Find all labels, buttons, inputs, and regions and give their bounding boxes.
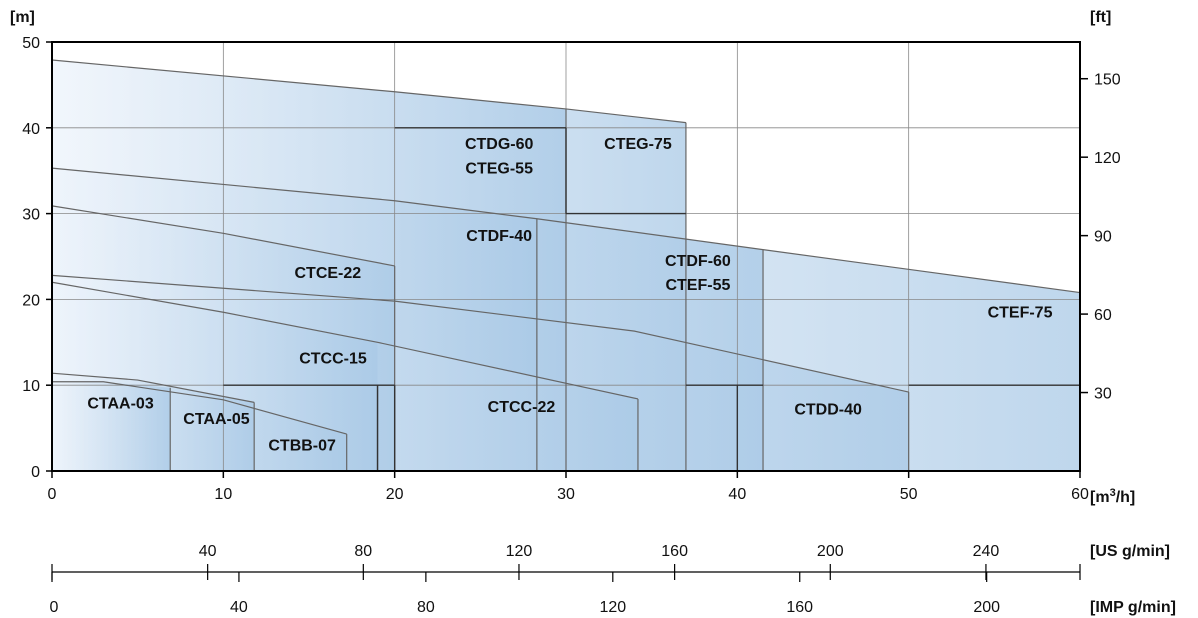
x-us-unit-label: [US g/min] — [1090, 543, 1170, 560]
us-gpm-tick-label: 120 — [506, 543, 533, 560]
x-tick-label: 20 — [386, 486, 404, 503]
y-left-tick-label: 40 — [22, 121, 40, 138]
y-right-tick-label: 120 — [1094, 150, 1121, 167]
chart-regions — [52, 60, 1080, 472]
x-imp-unit-label: [IMP g/min] — [1090, 599, 1176, 616]
us-gpm-tick-label: 40 — [199, 543, 217, 560]
y-right-tick-label: 60 — [1094, 307, 1112, 324]
region-label-ctbb-07: CTBB-07 — [268, 437, 336, 454]
us-gpm-tick-label: 240 — [973, 543, 1000, 560]
region-label-ctce-22: CTCE-22 — [295, 265, 362, 282]
region-label-ctaa-05: CTAA-05 — [183, 411, 249, 428]
region-label-cteg-75: CTEG-75 — [604, 136, 672, 153]
y-right-tick-label: 30 — [1094, 386, 1112, 403]
region-label-ctcc-15: CTCC-15 — [299, 351, 367, 368]
x-tick-label: 0 — [48, 486, 57, 503]
x-tick-label: 60 — [1071, 486, 1089, 503]
imp-gpm-tick-label: 0 — [50, 599, 59, 616]
y-left-tick-label: 20 — [22, 292, 40, 309]
curve-h23 — [51, 274, 909, 393]
imp-gpm-tick-label: 120 — [599, 599, 626, 616]
region-label-ctdg-60: CTDG-60 — [465, 136, 534, 153]
region-ctaa-03 — [52, 381, 171, 471]
y-right-tick-label: 150 — [1094, 72, 1121, 89]
y-left-unit-label: [m] — [10, 9, 35, 26]
region-label-ctef-75: CTEF-75 — [988, 304, 1053, 321]
region-label-cteg-55: CTEG-55 — [465, 160, 533, 177]
region-label-ctdf-40: CTDF-40 — [466, 228, 532, 245]
y-left-tick-label: 50 — [22, 35, 40, 52]
chart-axes: 0 10 20 30 40 50 30 60 90 120 150 0 10 20 30 40 50 60 40 80… — [22, 35, 1121, 616]
curve-h10 — [52, 381, 347, 435]
chart-labels: CTAA-03 CTAA-05 CTBB-07 CTCC-15 CTCE-22 CTCC-… — [87, 136, 1052, 454]
x-tick-label: 10 — [214, 486, 232, 503]
y-right-tick-label: 90 — [1094, 229, 1112, 246]
chart-curves — [51, 59, 1081, 471]
region-label-ctcc-22: CTCC-22 — [488, 399, 556, 416]
x-tick-label: 50 — [900, 486, 918, 503]
region-label-ctef-55: CTEF-55 — [665, 277, 730, 294]
x-tick-label: 40 — [728, 486, 746, 503]
curve-h22 — [51, 281, 639, 400]
curve-h31 — [51, 205, 395, 267]
y-left-tick-label: 30 — [22, 207, 40, 224]
region-label-ctdf-60: CTDF-60 — [665, 253, 731, 270]
us-gpm-tick-label: 200 — [817, 543, 844, 560]
imp-gpm-tick-label: 160 — [786, 599, 813, 616]
region-label-ctdd-40: CTDD-40 — [794, 401, 862, 418]
y-right-unit-label: [ft] — [1090, 9, 1111, 26]
x-tick-label: 30 — [557, 486, 575, 503]
imp-gpm-tick-label: 200 — [973, 599, 1000, 616]
region-label-ctaa-03: CTAA-03 — [87, 395, 153, 412]
curve-h48 — [51, 59, 687, 124]
curve-h11 — [51, 372, 255, 403]
x-main-unit-label: [m3/h] — [1090, 487, 1135, 506]
us-gpm-tick-label: 160 — [661, 543, 688, 560]
imp-gpm-tick-label: 80 — [417, 599, 435, 616]
y-left-tick-label: 10 — [22, 378, 40, 395]
us-gpm-tick-label: 80 — [354, 543, 372, 560]
imp-gpm-tick-label: 40 — [230, 599, 248, 616]
y-left-tick-label: 0 — [31, 464, 40, 481]
